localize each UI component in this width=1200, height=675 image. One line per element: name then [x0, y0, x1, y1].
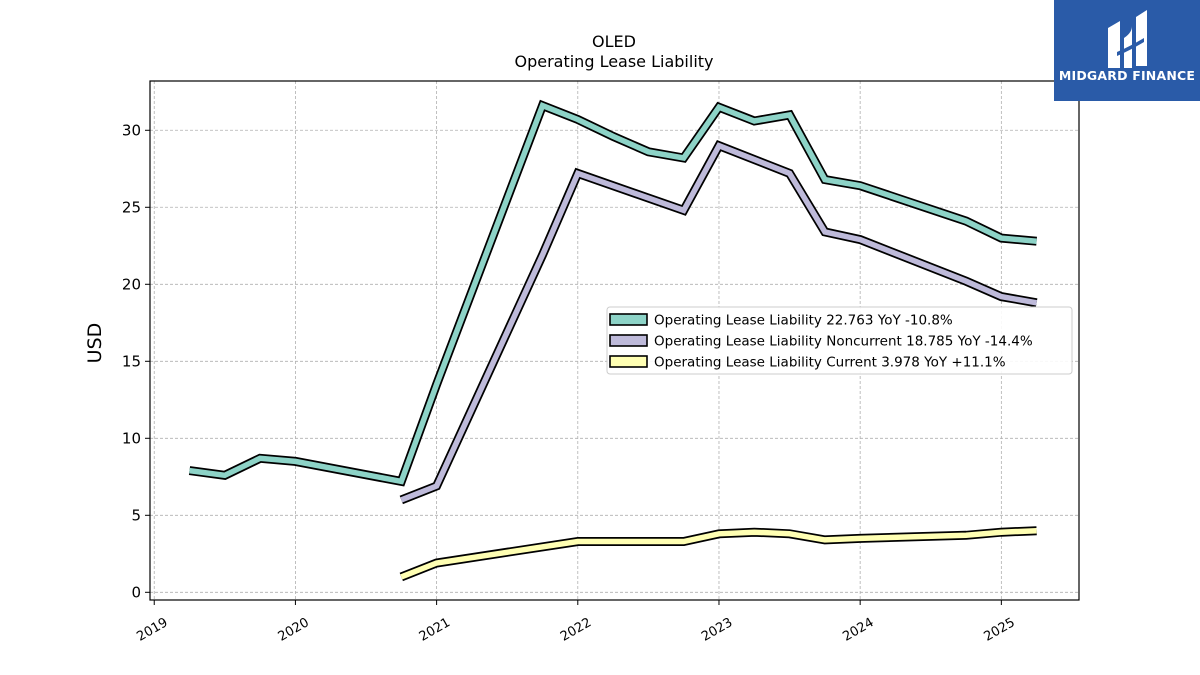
y-tick-label: 20: [122, 275, 141, 293]
x-tick-label: 2019: [134, 615, 170, 645]
x-tick-label: 2021: [417, 615, 453, 645]
y-axis-label: USD: [84, 323, 106, 364]
midgard-finance-logo: MIDGARD FINANCE: [1054, 0, 1200, 101]
y-tick-label: 0: [131, 583, 141, 601]
y-tick-label: 5: [131, 506, 141, 524]
x-axis: 2019 2020 2021 2022 2023 2024 2025: [134, 600, 1018, 645]
chart-title: OLED: [592, 32, 636, 51]
x-tick-label: 2023: [699, 615, 735, 645]
legend-swatch: [609, 334, 648, 347]
legend-frame: [606, 306, 1073, 375]
legend-swatch: [609, 355, 648, 368]
series-2-line: [400, 142, 1038, 503]
legend-label: Operating Lease Liability 22.763 YoY -10…: [654, 313, 953, 329]
logo-mark-icon: [1108, 10, 1147, 68]
series-3-line: [400, 527, 1037, 580]
x-tick-label: 2020: [276, 615, 312, 645]
y-axis: 0 5 10 15 20 25 30: [122, 121, 150, 601]
grid-lines: [150, 81, 1079, 600]
series-1-line: [189, 102, 1037, 485]
series-1-outline: [188, 99, 1037, 487]
y-tick-label: 15: [122, 352, 141, 370]
series-lines: [188, 99, 1038, 582]
legend-label: Operating Lease Liability Current 3.978 …: [654, 355, 1006, 371]
x-tick-label: 2024: [840, 615, 876, 645]
x-tick-label: 2022: [558, 615, 594, 645]
legend-swatch: [609, 313, 648, 326]
x-tick-label: 2025: [982, 615, 1018, 645]
chart-subtitle: Operating Lease Liability: [514, 52, 713, 71]
legend: Operating Lease Liability 22.763 YoY -10…: [606, 306, 1073, 375]
y-tick-label: 10: [122, 429, 141, 447]
legend-label: Operating Lease Liability Noncurrent 18.…: [654, 334, 1033, 350]
y-tick-label: 25: [122, 198, 141, 216]
plot-area-frame: [149, 80, 1080, 601]
y-tick-label: 30: [122, 121, 141, 139]
logo-text: MIDGARD FINANCE: [1058, 68, 1196, 83]
